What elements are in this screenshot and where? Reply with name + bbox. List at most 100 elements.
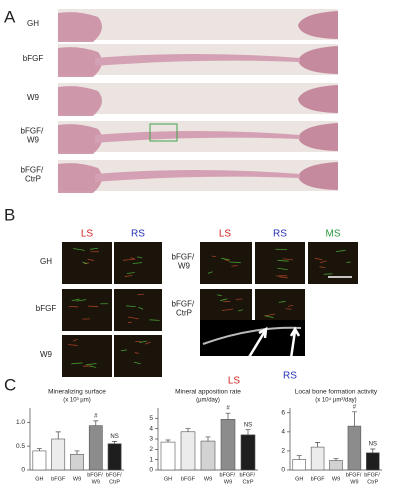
row-label: bFGF/ CtrP bbox=[172, 300, 197, 318]
tissue bbox=[298, 11, 338, 39]
y-tick-label: 6 bbox=[281, 409, 285, 416]
bone-outline bbox=[202, 326, 302, 345]
row-label: bFGF/ CtrP bbox=[21, 166, 46, 184]
y-tick-label: 4 bbox=[281, 429, 285, 436]
column-header: MS bbox=[326, 229, 341, 240]
label-trace bbox=[122, 258, 135, 261]
label-trace bbox=[319, 260, 327, 264]
error-bar bbox=[55, 431, 61, 439]
label-trace bbox=[132, 262, 143, 264]
label-trace bbox=[121, 349, 128, 352]
bar bbox=[240, 434, 256, 471]
fluorescence-image bbox=[200, 242, 252, 284]
tissue bbox=[58, 163, 102, 193]
y-tick-label: 0.5 bbox=[16, 443, 25, 450]
x-tick-label: bFGF/ CtrP bbox=[239, 473, 256, 486]
label-trace bbox=[224, 259, 230, 262]
label-trace bbox=[124, 275, 133, 277]
y-tick-label: 4 bbox=[149, 425, 153, 432]
tissue bbox=[58, 47, 102, 77]
x-tick-label: W9 bbox=[204, 476, 212, 482]
label-trace bbox=[319, 266, 326, 269]
label-trace bbox=[76, 299, 87, 302]
fluorescence-image bbox=[114, 335, 162, 377]
panel-label: A bbox=[4, 7, 16, 26]
y-tick-label: 5 bbox=[149, 415, 153, 422]
label-trace bbox=[237, 309, 243, 312]
label-trace bbox=[264, 313, 276, 317]
error-bar bbox=[205, 436, 211, 442]
error-bar bbox=[245, 429, 251, 435]
x-tick-label: W9 bbox=[332, 476, 340, 482]
label-trace bbox=[219, 298, 228, 302]
label-trace bbox=[71, 362, 83, 365]
histology-image bbox=[58, 83, 338, 114]
row-label: bFGF bbox=[23, 54, 44, 63]
row-label: bFGF/ W9 bbox=[21, 127, 46, 145]
y-tick-label: 0 bbox=[149, 467, 153, 474]
column-header: RS bbox=[131, 229, 145, 240]
label-trace bbox=[229, 261, 241, 264]
bar bbox=[88, 425, 103, 471]
fluorescence-image bbox=[255, 242, 305, 284]
tissue bbox=[298, 162, 338, 190]
label-trace bbox=[231, 265, 238, 267]
tissue bbox=[298, 85, 338, 113]
label-trace bbox=[68, 305, 79, 308]
error-bar bbox=[225, 412, 231, 420]
chart-subtitle: (x 10⁴ µm²/day) bbox=[315, 397, 356, 404]
x-tick-label: bFGF/ CtrP bbox=[106, 473, 123, 486]
bar bbox=[107, 443, 122, 471]
bar bbox=[347, 425, 362, 471]
significance-label: # bbox=[94, 413, 98, 419]
y-tick-label: 0 bbox=[21, 467, 25, 474]
label-trace bbox=[67, 344, 78, 346]
bar bbox=[32, 450, 47, 471]
label-trace bbox=[138, 306, 144, 310]
x-tick-label: bFGF bbox=[51, 476, 66, 482]
significance-label: # bbox=[353, 404, 357, 410]
error-bar bbox=[333, 458, 339, 461]
row-label: bFGF/ W9 bbox=[172, 253, 197, 271]
label-trace bbox=[149, 319, 160, 321]
fluorescence-image bbox=[62, 335, 112, 377]
x-tick-label: W9 bbox=[73, 476, 81, 482]
label-trace bbox=[278, 300, 286, 303]
panel-label: C bbox=[4, 375, 16, 394]
bar bbox=[329, 460, 343, 471]
x-tick-label: bFGF bbox=[181, 476, 196, 482]
panel-label: B bbox=[4, 205, 15, 224]
label-trace bbox=[314, 257, 323, 261]
y-tick-label: 3 bbox=[149, 436, 153, 443]
tissue bbox=[95, 131, 300, 143]
diagram-label: RS bbox=[283, 371, 297, 382]
label-trace bbox=[126, 272, 135, 274]
label-trace bbox=[217, 294, 222, 297]
bar bbox=[70, 453, 84, 471]
row-label: W9 bbox=[40, 350, 53, 359]
tissue bbox=[58, 124, 102, 154]
y-tick-label: 2 bbox=[281, 448, 285, 455]
row-label: GH bbox=[27, 19, 39, 28]
column-header: RS bbox=[273, 229, 287, 240]
label-trace bbox=[279, 276, 289, 279]
row-label: GH bbox=[40, 257, 52, 266]
label-trace bbox=[139, 340, 147, 343]
tissue bbox=[58, 86, 102, 116]
y-tick-label: 1 bbox=[149, 456, 153, 463]
highlight-box bbox=[149, 123, 178, 142]
error-bar bbox=[351, 411, 357, 427]
label-trace bbox=[137, 293, 144, 296]
bar bbox=[160, 441, 176, 471]
significance-label: NS bbox=[244, 422, 252, 428]
label-trace bbox=[221, 257, 230, 261]
significance-label: NS bbox=[369, 442, 377, 448]
bar bbox=[366, 452, 380, 471]
label-trace bbox=[133, 361, 141, 365]
tissue bbox=[298, 46, 338, 74]
label-trace bbox=[277, 259, 289, 262]
diagram-label: LS bbox=[228, 376, 241, 387]
row-label: W9 bbox=[27, 93, 40, 102]
y-tick-label: 0 bbox=[281, 467, 285, 474]
